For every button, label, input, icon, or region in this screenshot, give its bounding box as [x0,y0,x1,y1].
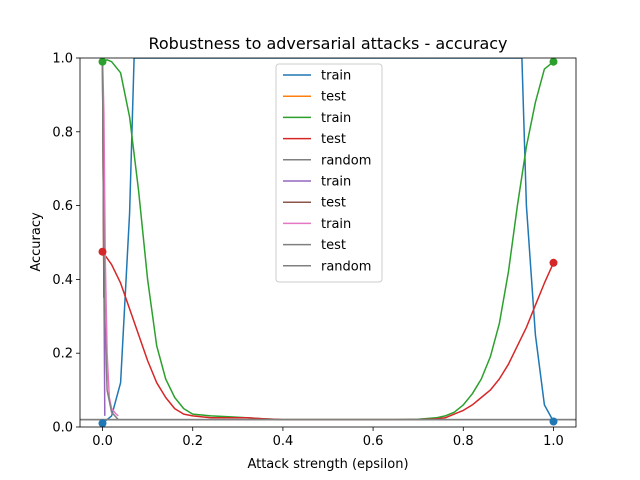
legend-label: train [321,69,351,84]
x-tick-label: 0.4 [273,434,294,449]
y-tick-label: 0.6 [52,199,73,214]
series-line-7 [101,58,119,417]
x-tick-label: 0.0 [92,434,113,449]
legend-label: test [321,238,346,253]
legend: train test train test random train test train te… [275,63,383,283]
x-tick-label: 0.8 [453,434,474,449]
axes-layer: 0.0 0.2 0.4 0.6 0.8 1.0 0.0 0.2 0.4 0.6 0.8 1.0 [52,52,577,449]
series-line-0 [102,58,555,424]
y-tick-label: 0.4 [52,273,73,288]
x-tick-label: 1.0 [543,434,564,449]
legend-label: train [321,111,351,126]
legend-label: random [321,259,371,274]
series-2-marker-end [549,57,558,66]
x-axis-label: Attack strength (epsilon) [247,457,408,472]
series-layer [80,58,576,424]
legend-label: test [321,132,346,147]
legend-box [275,63,383,283]
y-tick-label: 1.0 [52,52,73,67]
y-axis-label: Accuracy [29,212,44,272]
series-0-marker-start [98,419,107,428]
legend-label: train [321,175,351,190]
series-3-marker-end [549,258,558,267]
legend-label: test [321,90,346,105]
legend-label: test [321,196,346,211]
chart-title: Robustness to adversarial attacks - accu… [148,34,507,53]
y-tick-label: 0.2 [52,347,73,362]
plot-frame [79,57,577,428]
series-0-marker-end [549,417,558,426]
series-2-marker-start [98,57,107,66]
series-line-8 [101,58,119,421]
y-tick-label: 0.8 [52,125,73,140]
series-3-marker-start [98,247,107,256]
x-tick-label: 0.6 [363,434,384,449]
y-tick-label: 0.0 [52,421,73,436]
legend-label: random [321,153,371,168]
marker-layer [98,57,558,428]
x-tick-label: 0.2 [182,434,203,449]
legend-label: train [321,217,351,232]
